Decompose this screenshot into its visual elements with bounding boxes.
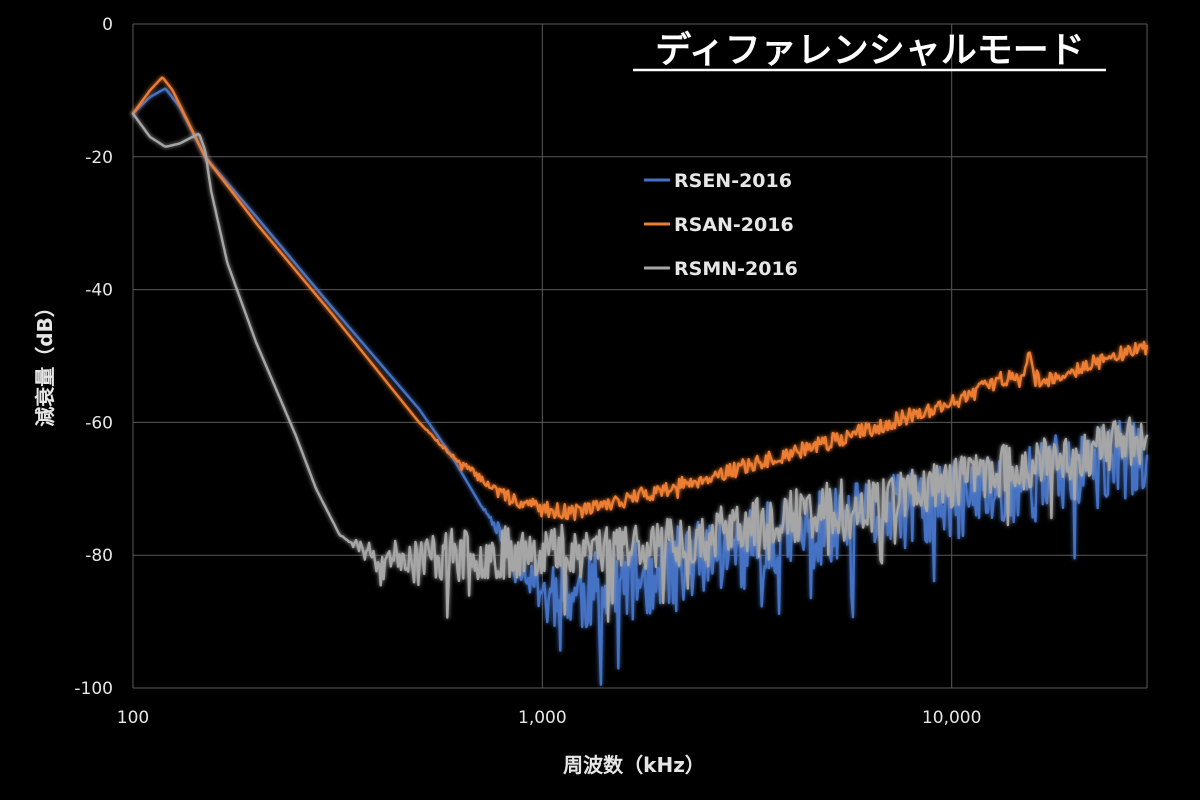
x-axis-title: 周波数（kHz） xyxy=(563,753,705,777)
x-tick-label: 100 xyxy=(117,708,149,728)
y-tick-label: -100 xyxy=(74,679,113,699)
y-tick-label: -60 xyxy=(85,413,113,433)
grid-lines xyxy=(132,23,1148,689)
legend: RSEN-2016 RSAN-2016 RSMN-2016 xyxy=(644,170,798,280)
y-axis-title: 減衰量（dB） xyxy=(33,297,57,427)
series-lines xyxy=(131,76,1149,686)
y-tick-label: -80 xyxy=(85,546,113,566)
y-tick-label: -20 xyxy=(85,148,113,168)
y-tick-label: -40 xyxy=(85,281,113,301)
chart-title: ディファレンシャルモード xyxy=(655,29,1084,71)
x-tick-label: 1,000 xyxy=(518,708,567,728)
series-line-rsan-2016 xyxy=(131,76,1149,521)
legend-label: RSMN-2016 xyxy=(674,258,798,280)
series-line-rsmn-2016 xyxy=(131,112,1149,623)
legend-label: RSAN-2016 xyxy=(674,214,794,236)
legend-label: RSEN-2016 xyxy=(674,170,792,192)
y-tick-label: 0 xyxy=(102,15,113,35)
x-tick-label: 10,000 xyxy=(922,708,981,728)
series-line-rsen-2016 xyxy=(131,87,1149,686)
